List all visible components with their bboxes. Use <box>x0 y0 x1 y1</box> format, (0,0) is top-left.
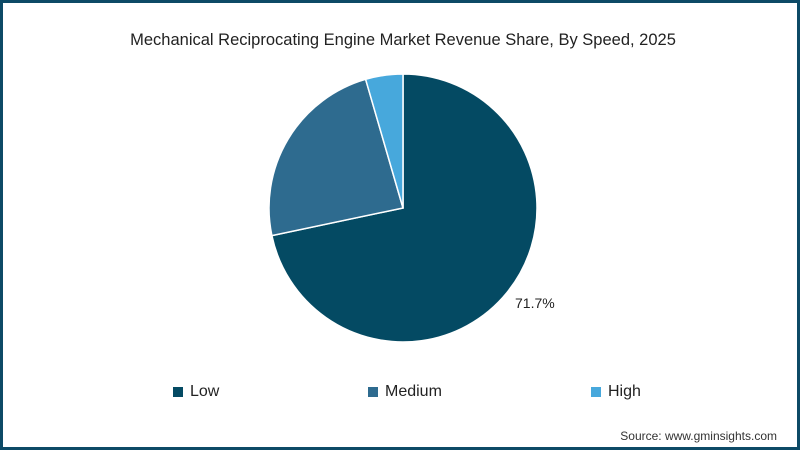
chart-title: Mechanical Reciprocating Engine Market R… <box>130 31 676 49</box>
pie-slice-high[interactable] <box>364 73 404 209</box>
legend-swatch-low <box>173 387 183 397</box>
source-note: Source: www.gminsights.com <box>620 429 777 443</box>
legend-label-medium: Medium <box>385 383 442 400</box>
legend-swatch-medium <box>368 387 378 397</box>
low-data-label: 71.7% <box>515 295 555 311</box>
legend-item-high[interactable]: High <box>591 383 641 401</box>
pie-chart <box>268 73 538 343</box>
pie-slice-low[interactable] <box>270 73 538 343</box>
legend-label-high: High <box>608 383 641 400</box>
pie-slice-medium[interactable] <box>268 78 404 237</box>
legend: Low Medium High <box>3 383 800 405</box>
legend-item-medium[interactable]: Medium <box>368 383 442 401</box>
legend-label-low: Low <box>190 383 220 400</box>
pie-slices <box>268 73 538 343</box>
legend-swatch-high <box>591 387 601 397</box>
legend-item-low[interactable]: Low <box>173 383 219 401</box>
